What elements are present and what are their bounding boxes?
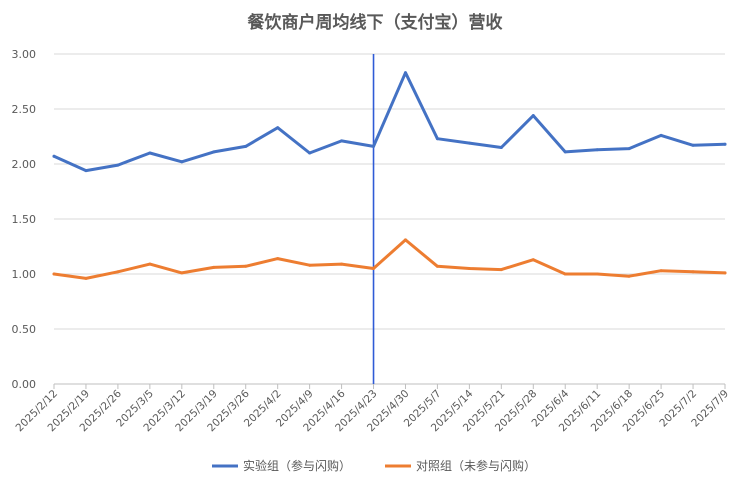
data-point-series-2: [340, 262, 344, 266]
data-point-series-2: [659, 269, 663, 273]
y-axis-tick-labels: 0.00 0.50 1.00 1.50 2.00 2.50 3.00: [12, 48, 37, 391]
data-point-series-2: [723, 271, 727, 275]
data-point-series-1: [212, 150, 216, 154]
legend-item-2: 对照组（未参与闪购）: [385, 458, 536, 473]
data-point-series-2: [595, 272, 599, 276]
data-point-series-1: [435, 137, 439, 141]
y-tick-label: 1.50: [12, 213, 37, 226]
data-point-series-1: [723, 142, 727, 146]
data-point-series-1: [52, 154, 56, 158]
legend: 实验组（参与闪购） 对照组（未参与闪购）: [212, 458, 536, 473]
data-point-series-2: [372, 267, 376, 270]
data-point-series-1: [340, 139, 344, 143]
data-point-series-2: [180, 271, 184, 275]
series-lines: [52, 71, 727, 280]
legend-label: 对照组（未参与闪购）: [416, 458, 536, 473]
data-point-series-1: [467, 141, 471, 145]
data-point-series-2: [84, 276, 88, 280]
data-point-series-1: [84, 169, 88, 173]
data-point-series-1: [180, 160, 184, 164]
y-tick-label: 3.00: [12, 48, 37, 61]
data-point-series-2: [691, 270, 695, 274]
data-point-series-2: [244, 264, 248, 268]
data-point-series-2: [467, 267, 471, 270]
data-point-series-1: [116, 163, 120, 167]
data-point-series-2: [563, 272, 567, 276]
y-tick-label: 1.00: [12, 268, 37, 281]
data-point-series-1: [691, 143, 695, 147]
data-point-series-1: [148, 151, 152, 155]
data-point-series-2: [531, 258, 535, 262]
data-point-series-2: [435, 264, 439, 268]
data-point-series-2: [499, 268, 503, 272]
data-point-series-1: [499, 146, 503, 149]
data-point-series-2: [308, 263, 312, 267]
data-point-series-1: [372, 144, 376, 148]
data-point-series-2: [148, 262, 152, 266]
x-axis: 2025/2/122025/2/192025/2/262025/3/52025/…: [14, 383, 731, 434]
data-point-series-1: [659, 133, 663, 137]
data-point-series-2: [52, 272, 56, 276]
y-tick-label: 0.50: [12, 323, 37, 336]
chart-title: 餐饮商户周均线下（支付宝）营收: [248, 12, 503, 33]
y-tick-label: 2.00: [12, 158, 37, 171]
data-point-series-1: [403, 71, 407, 75]
y-tick-label: 2.50: [12, 103, 37, 116]
series-line-2: [52, 238, 727, 280]
data-point-series-2: [276, 257, 280, 261]
data-point-series-2: [212, 265, 216, 269]
series-line-1: [52, 71, 727, 173]
data-point-series-2: [627, 274, 631, 278]
gridlines: [54, 53, 725, 330]
data-point-series-2: [403, 238, 407, 242]
data-point-series-1: [563, 150, 567, 154]
data-point-series-1: [627, 147, 631, 151]
data-point-series-1: [244, 144, 248, 148]
data-point-series-1: [276, 126, 280, 130]
data-point-series-1: [308, 151, 312, 155]
legend-label: 实验组（参与闪购）: [243, 458, 351, 473]
y-tick-label: 0.00: [12, 378, 37, 391]
data-point-series-1: [531, 114, 535, 118]
legend-item-1: 实验组（参与闪购）: [212, 458, 351, 473]
data-point-series-2: [116, 270, 120, 274]
data-point-series-1: [595, 148, 599, 152]
